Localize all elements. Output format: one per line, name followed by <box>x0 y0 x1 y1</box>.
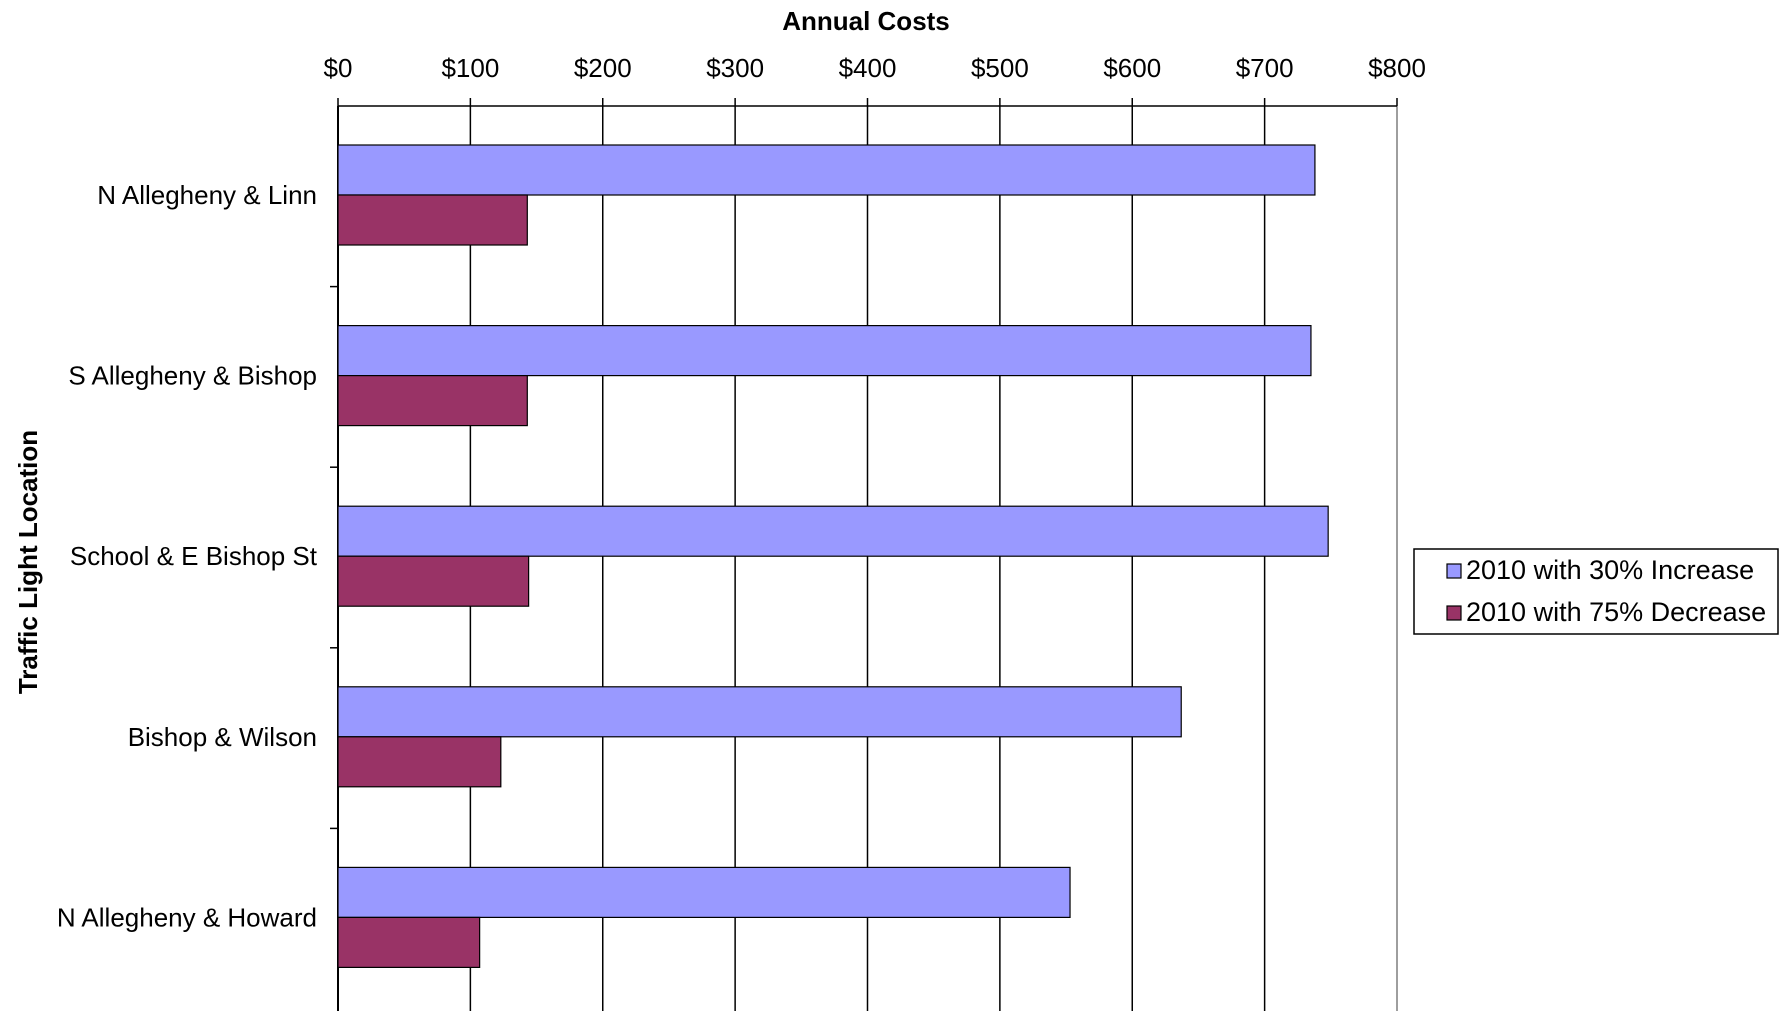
bar-decrease <box>337 555 530 607</box>
x-tick-label: $600 <box>1103 53 1161 83</box>
y-tick-label: Bishop & Wilson <box>128 722 317 752</box>
x-tick-label: $200 <box>574 53 632 83</box>
x-tick-label: $400 <box>839 53 897 83</box>
bar-increase <box>337 144 1316 196</box>
x-tick-label: $300 <box>706 53 764 83</box>
y-tick-label: School & E Bishop St <box>70 541 318 571</box>
x-tick-label: $800 <box>1368 53 1426 83</box>
x-tick-label: $500 <box>971 53 1029 83</box>
x-axis-ticks: $0 $100 $200 $300 $400 $500 $600 $700 $800 <box>324 53 1426 1011</box>
bar-increase <box>337 505 1329 557</box>
bar-decrease <box>337 194 528 246</box>
legend-label: 2010 with 75% Decrease <box>1466 597 1766 627</box>
x-tick-label: $0 <box>324 53 353 83</box>
y-tick-label: N Allegheny & Linn <box>97 180 317 210</box>
legend-swatch <box>1446 563 1462 579</box>
bars <box>337 144 1329 969</box>
bar-increase <box>337 686 1182 738</box>
x-axis-title: Annual Costs <box>782 6 950 36</box>
legend-label: 2010 with 30% Increase <box>1466 555 1754 585</box>
bar-increase <box>337 325 1312 377</box>
legend-box <box>1413 548 1779 635</box>
legend-swatch <box>1446 605 1462 621</box>
x-tick-label: $100 <box>441 53 499 83</box>
bar-decrease <box>337 375 528 427</box>
y-tick-label: N Allegheny & Howard <box>57 902 317 932</box>
bar-increase <box>337 866 1071 919</box>
bar-decrease <box>337 916 481 969</box>
y-tick-label: S Allegheny & Bishop <box>68 361 317 391</box>
bar-decrease <box>337 736 502 788</box>
y-axis-title: Traffic Light Location <box>13 430 43 694</box>
gridlines <box>337 106 1398 1011</box>
y-axis-labels: N Allegheny & Linn S Allegheny & Bishop Sc… <box>57 180 338 932</box>
x-tick-label: $700 <box>1236 53 1294 83</box>
legend: 2010 with 30% Increase 2010 with 75% Decr… <box>1413 548 1779 635</box>
